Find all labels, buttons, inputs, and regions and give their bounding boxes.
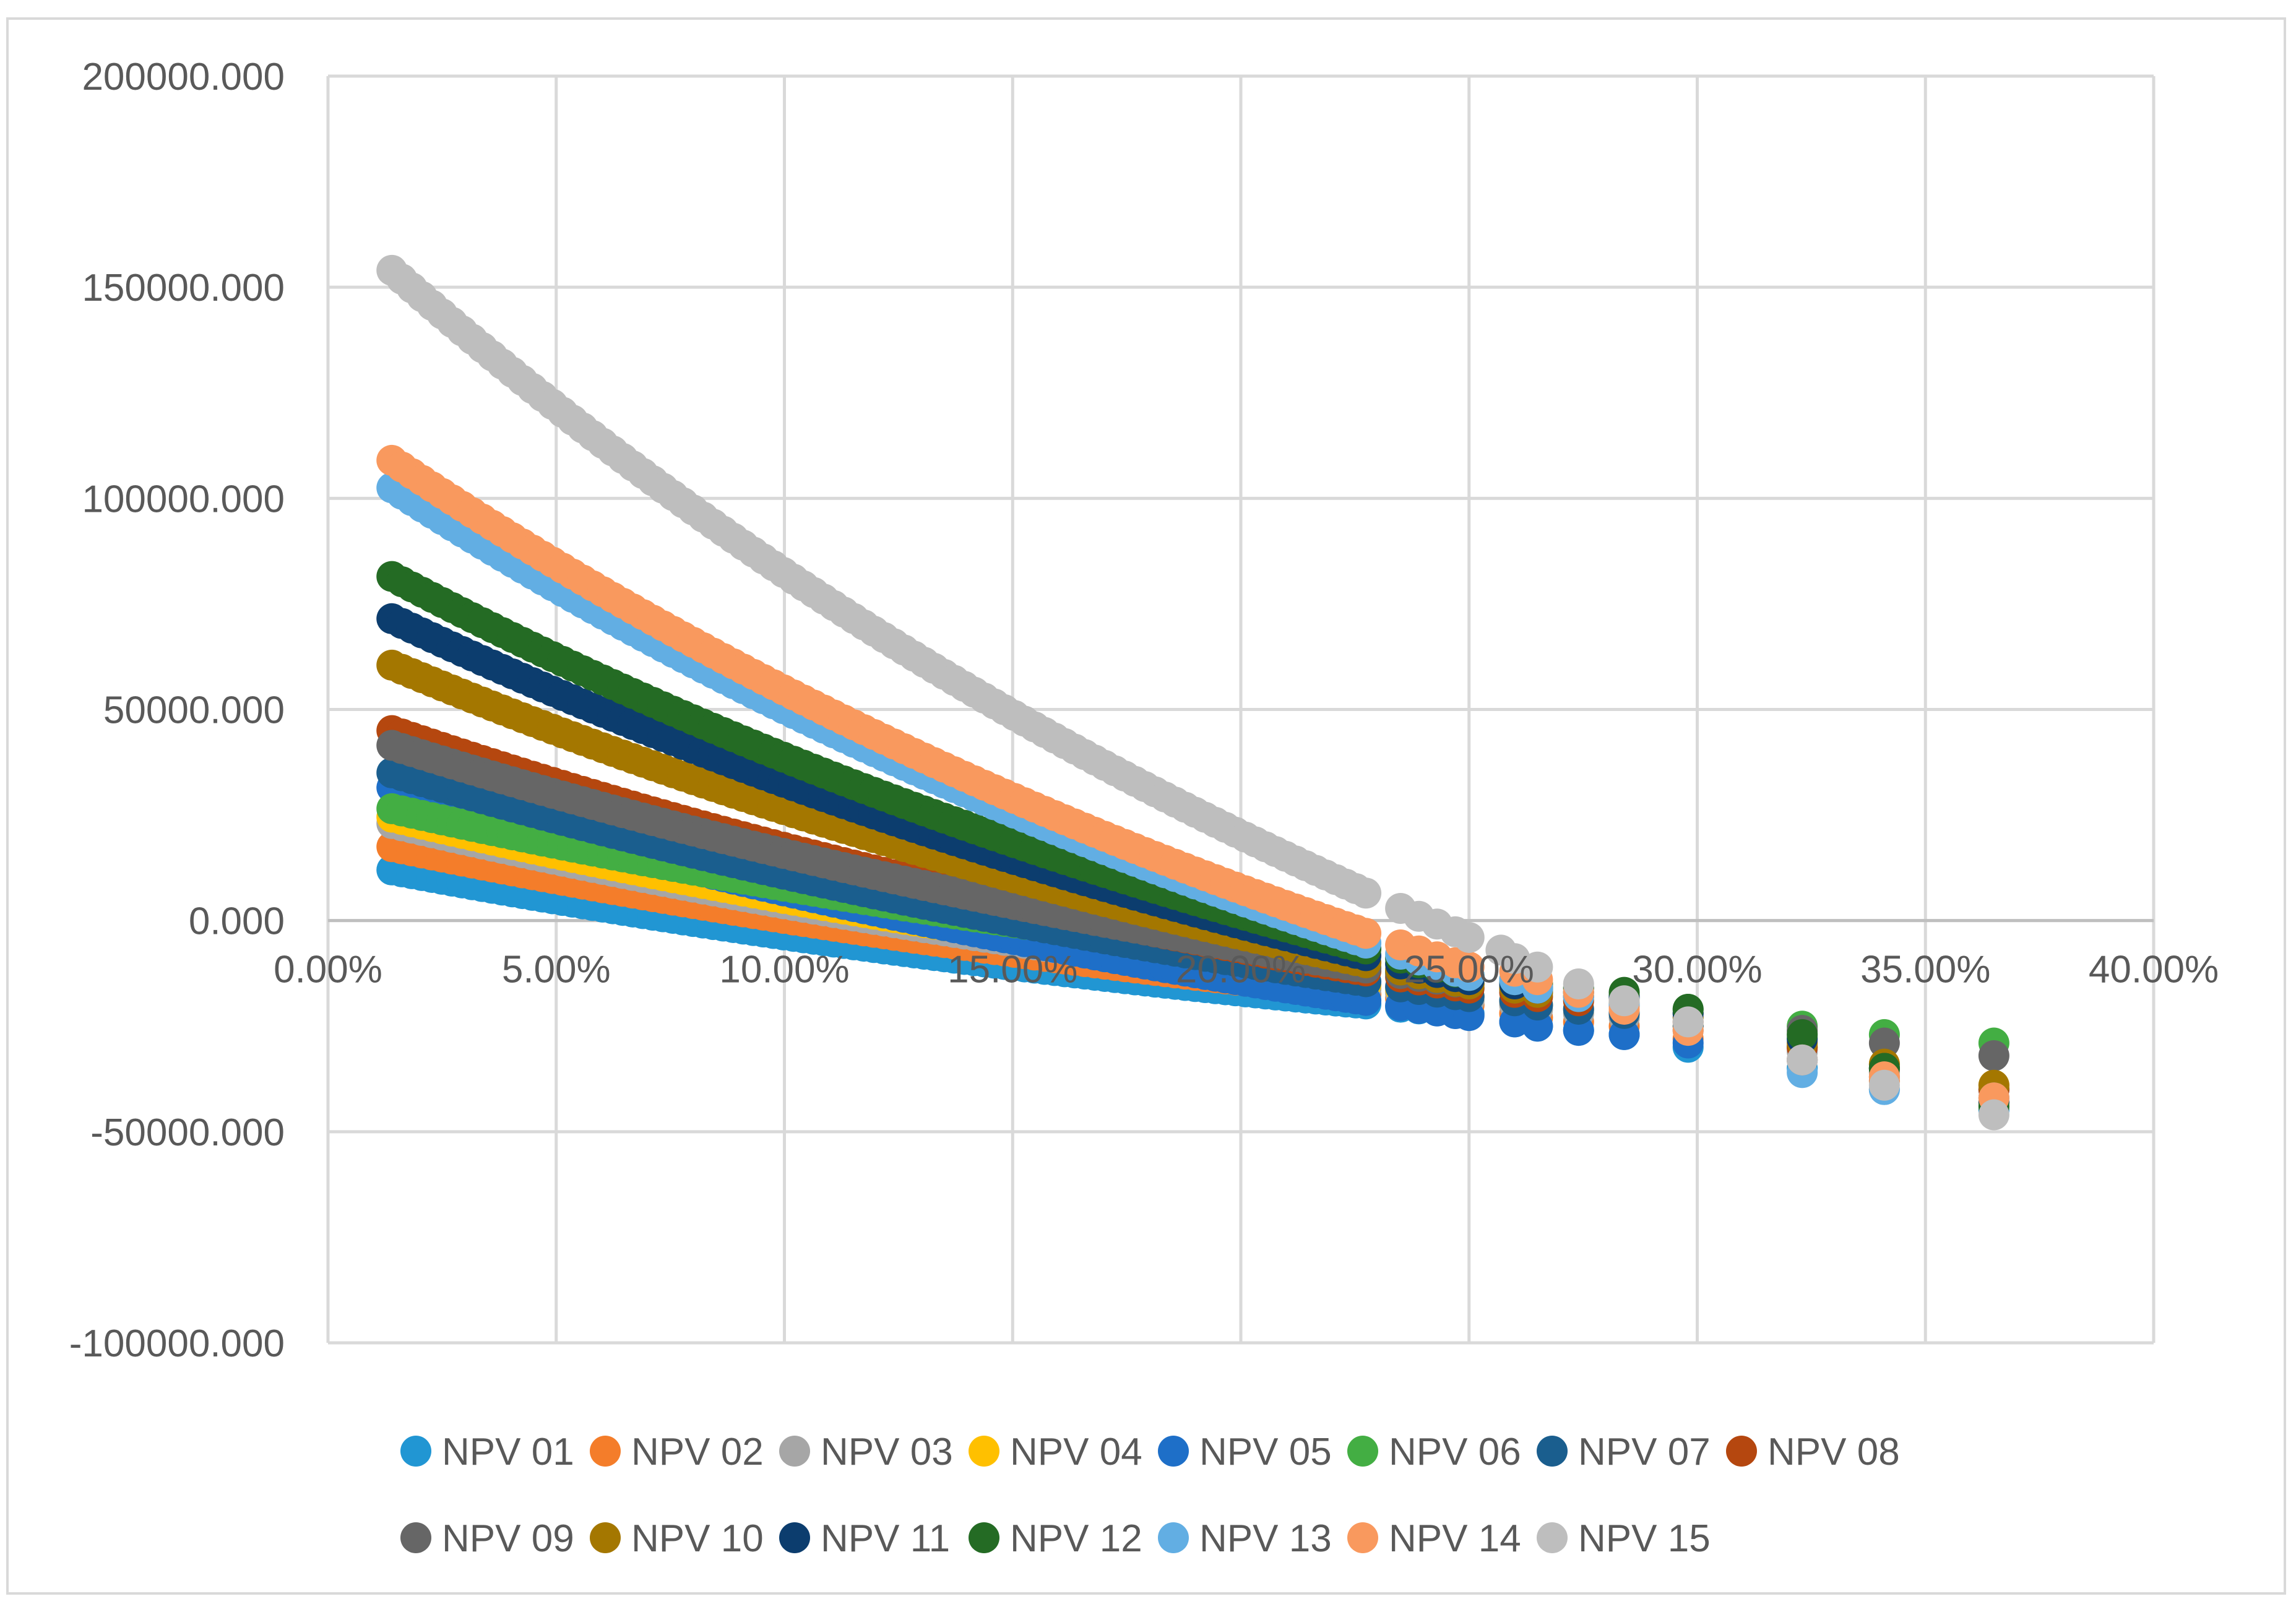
data-point [1608, 985, 1640, 1017]
legend-label: NPV 01 [442, 1431, 574, 1473]
legend-label: NPV 07 [1578, 1431, 1711, 1473]
legend-entry: NPV 07 [1537, 1431, 1711, 1473]
y-tick-label: 50000.000 [103, 689, 285, 732]
legend-label: NPV 03 [821, 1431, 953, 1473]
legend-marker [1347, 1522, 1378, 1553]
legend-entry: NPV 03 [779, 1431, 953, 1473]
legend-label: NPV 09 [442, 1517, 574, 1560]
x-tick-label: 15.00% [947, 949, 1077, 991]
x-tick-label: 35.00% [1860, 949, 1990, 991]
data-point [1672, 1006, 1704, 1038]
legend-marker [969, 1436, 999, 1467]
legend-marker [590, 1436, 621, 1467]
data-point [1868, 1069, 1900, 1101]
series-npv-14 [376, 444, 2009, 1114]
legend-marker [1158, 1436, 1189, 1467]
legend: NPV 01 NPV 02 NPV 03 NPV 04 NPV 05 NPV 06 NPV … [400, 1431, 1900, 1560]
x-tick-label: 40.00% [2089, 949, 2219, 991]
series-npv-15 [376, 254, 2009, 1131]
legend-label: NPV 14 [1389, 1517, 1521, 1560]
legend-label: NPV 15 [1578, 1517, 1711, 1560]
data-point [1787, 1019, 1818, 1050]
y-tick-label: 200000.000 [82, 56, 285, 98]
y-tick-label: -50000.000 [90, 1111, 285, 1154]
data-point [1522, 951, 1553, 983]
legend-marker [400, 1522, 431, 1553]
legend-marker [1347, 1436, 1378, 1467]
legend-entry: NPV 11 [779, 1517, 950, 1560]
x-tick-label: 10.00% [719, 949, 849, 991]
x-tick-label: 20.00% [1176, 949, 1306, 991]
legend-entry: NPV 10 [590, 1517, 764, 1560]
legend-entry: NPV 14 [1347, 1517, 1521, 1560]
legend-entry: NPV 06 [1347, 1431, 1521, 1473]
legend-label: NPV 10 [631, 1517, 764, 1560]
x-tick-label: 25.00% [1404, 949, 1534, 991]
y-tick-label: 0.000 [189, 900, 285, 943]
y-tick-label: 100000.000 [82, 478, 285, 520]
legend-label: NPV 11 [821, 1517, 950, 1560]
legend-entry: NPV 04 [969, 1431, 1142, 1473]
y-tick-label: 150000.000 [82, 267, 285, 309]
legend-label: NPV 13 [1199, 1517, 1332, 1560]
chart-frame [6, 17, 2286, 1595]
legend-entry: NPV 05 [1158, 1431, 1332, 1473]
legend-marker [1726, 1436, 1757, 1467]
data-points [376, 254, 2009, 1131]
tick-labels: -100000.000 -50000.000 0.000 50000.000 10000… [69, 56, 2219, 1365]
legend-label: NPV 04 [1010, 1431, 1142, 1473]
legend-marker [1537, 1522, 1568, 1553]
legend-marker [779, 1436, 810, 1467]
legend-entry: NPV 12 [969, 1517, 1142, 1560]
legend-marker [590, 1522, 621, 1553]
data-point [1453, 951, 1485, 983]
data-point [1453, 921, 1485, 953]
data-point [1350, 918, 1382, 949]
legend-marker [400, 1436, 431, 1467]
legend-label: NPV 02 [631, 1431, 764, 1473]
data-point [1978, 1040, 2009, 1072]
legend-entry: NPV 13 [1158, 1517, 1332, 1560]
legend-label: NPV 05 [1199, 1431, 1332, 1473]
legend-entry: NPV 01 [400, 1431, 574, 1473]
x-tick-label: 5.00% [502, 949, 611, 991]
y-tick-label: -100000.000 [69, 1322, 285, 1365]
data-point [1787, 1044, 1818, 1075]
legend-label: NPV 08 [1767, 1431, 1900, 1473]
x-tick-label: 30.00% [1632, 949, 1762, 991]
data-point [1350, 877, 1382, 909]
legend-marker [1158, 1522, 1189, 1553]
legend-marker [1537, 1436, 1568, 1467]
legend-marker [779, 1522, 810, 1553]
legend-entry: NPV 08 [1726, 1431, 1900, 1473]
x-tick-label: 0.00% [274, 949, 382, 991]
data-point [1978, 1099, 2009, 1131]
legend-label: NPV 12 [1010, 1517, 1142, 1560]
legend-label: NPV 06 [1389, 1431, 1521, 1473]
legend-entry: NPV 09 [400, 1517, 574, 1560]
legend-marker [969, 1522, 999, 1553]
legend-entry: NPV 15 [1537, 1517, 1711, 1560]
legend-entry: NPV 02 [590, 1431, 764, 1473]
data-point [1563, 968, 1594, 1000]
